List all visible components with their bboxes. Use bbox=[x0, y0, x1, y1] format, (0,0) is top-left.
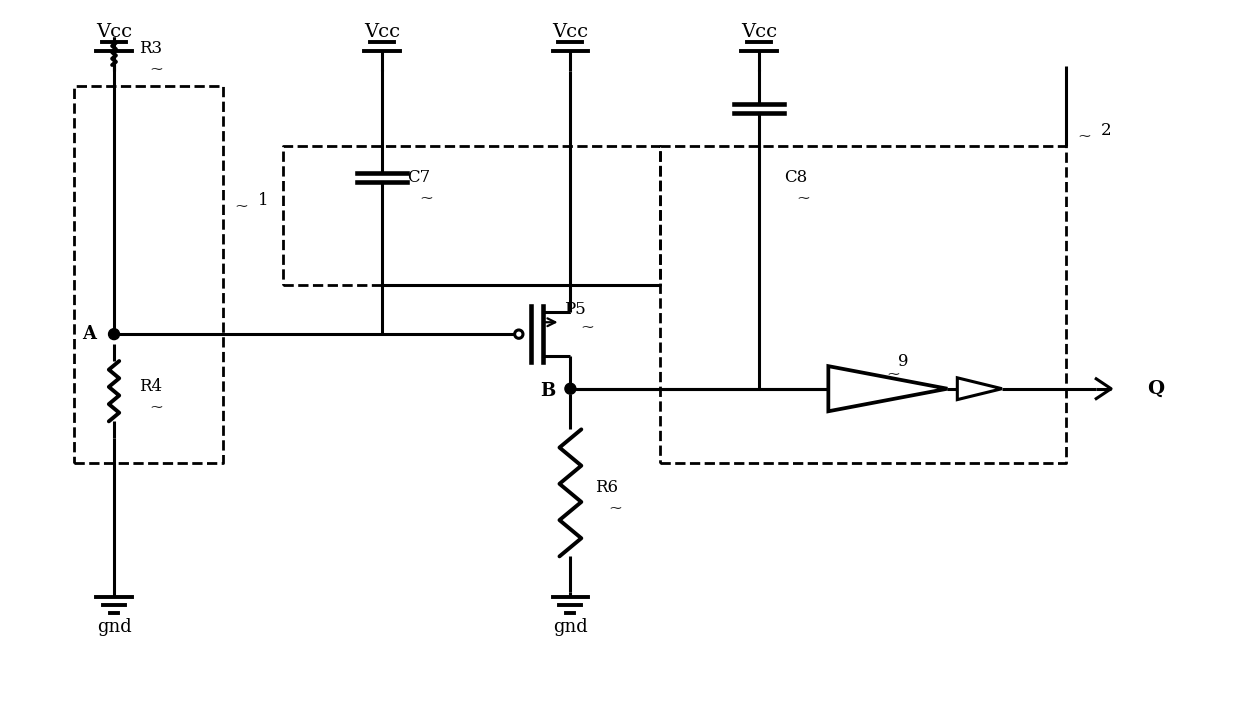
Text: R6: R6 bbox=[595, 479, 619, 496]
Text: Vcc: Vcc bbox=[363, 23, 401, 41]
Text: ~: ~ bbox=[149, 61, 162, 77]
Text: R3: R3 bbox=[139, 40, 162, 58]
Text: Vcc: Vcc bbox=[95, 23, 133, 41]
Text: ~: ~ bbox=[419, 189, 434, 206]
Text: Vcc: Vcc bbox=[552, 23, 589, 41]
Circle shape bbox=[109, 329, 119, 339]
Text: ~: ~ bbox=[796, 189, 811, 206]
Text: ~: ~ bbox=[149, 398, 162, 415]
Text: Vcc: Vcc bbox=[740, 23, 777, 41]
Text: C8: C8 bbox=[784, 169, 807, 186]
Text: B: B bbox=[541, 382, 556, 400]
Text: ~: ~ bbox=[608, 499, 622, 516]
Text: 9: 9 bbox=[898, 353, 908, 370]
Text: R4: R4 bbox=[139, 378, 162, 395]
Text: P5: P5 bbox=[564, 301, 587, 318]
Text: A: A bbox=[82, 325, 97, 343]
Text: gnd: gnd bbox=[553, 618, 588, 636]
Text: ~: ~ bbox=[580, 318, 594, 334]
Text: 2: 2 bbox=[1101, 122, 1111, 139]
Text: C7: C7 bbox=[407, 169, 430, 186]
Text: ~: ~ bbox=[885, 365, 900, 382]
Text: ~: ~ bbox=[1078, 127, 1091, 144]
Circle shape bbox=[565, 383, 575, 394]
Text: Q: Q bbox=[1147, 379, 1164, 398]
Text: gnd: gnd bbox=[97, 618, 131, 636]
Text: ~: ~ bbox=[234, 196, 248, 214]
Text: 1: 1 bbox=[258, 191, 268, 208]
